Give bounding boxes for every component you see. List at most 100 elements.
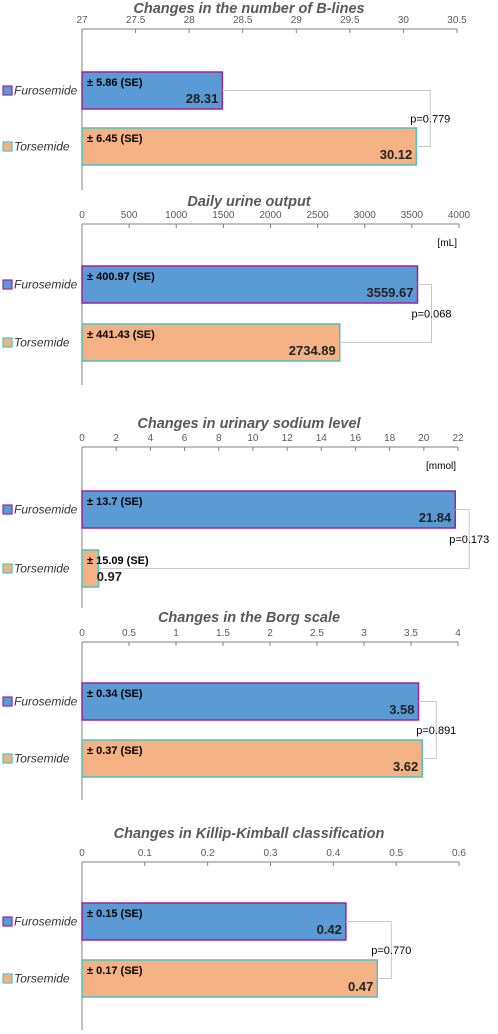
x-tick-label: 2500 (307, 210, 330, 221)
legend-marker (2, 141, 13, 152)
se-label: ± 441.43 (SE) (87, 329, 155, 341)
x-tick-label: 22 (452, 433, 464, 444)
bar (81, 127, 418, 166)
x-tick-label: 2 (113, 433, 119, 444)
significance-bracket (418, 701, 437, 759)
x-tick-label: 4000 (448, 210, 471, 221)
x-tick-label: 0 (79, 628, 85, 639)
x-tick-label: 30 (398, 15, 410, 26)
x-tick-label: 2 (267, 628, 273, 639)
x-tick-label: 27 (76, 15, 88, 26)
p-value-label: p=0.068 (411, 309, 451, 321)
significance-bracket (98, 509, 470, 569)
unit-label: [mL] (438, 238, 458, 249)
value-label: 21.84 (419, 510, 452, 525)
se-label: ± 0.37 (SE) (87, 745, 143, 757)
bar (81, 71, 224, 110)
significance-bracket (339, 284, 432, 343)
p-value-label: p=0.891 (416, 725, 456, 737)
legend-marker (2, 753, 13, 764)
x-tick-label: 3500 (401, 210, 424, 221)
category-label: Torsemide (14, 752, 70, 766)
p-value-label: p=0.173 (449, 534, 489, 546)
chart-title: Daily urine output (187, 194, 311, 210)
x-tick-label: 1000 (165, 210, 188, 221)
x-tick-label: 14 (316, 433, 328, 444)
legend-marker (2, 85, 13, 96)
x-tick-label: 29.5 (340, 15, 360, 26)
x-tick-label: 30.5 (447, 15, 467, 26)
category-label: Furosemide (14, 278, 78, 292)
x-tick-label: 27.5 (126, 15, 146, 26)
value-label: 2734.89 (289, 343, 336, 358)
x-tick-label: 1500 (212, 210, 235, 221)
chart-title: Changes in the number of B-lines (133, 1, 364, 17)
significance-bracket (222, 90, 431, 147)
x-tick-label: 0.5 (122, 628, 136, 639)
category-label: Furosemide (14, 915, 78, 929)
value-label: 0.97 (97, 569, 122, 584)
x-tick-label: 28.5 (233, 15, 253, 26)
x-tick-label: 8 (216, 433, 222, 444)
bar (81, 959, 379, 998)
se-label: ± 0.34 (SE) (87, 688, 143, 700)
x-tick-label: 4 (148, 433, 154, 444)
x-tick-label: 1 (173, 628, 179, 639)
x-tick-label: 6 (182, 433, 188, 444)
x-tick-label: 12 (282, 433, 294, 444)
chart-title: Changes in urinary sodium level (137, 416, 361, 432)
category-label: Torsemide (14, 562, 70, 576)
x-tick-label: 3000 (354, 210, 377, 221)
bar (81, 902, 347, 941)
unit-label: [mmol] (426, 461, 456, 472)
x-tick-label: 0 (79, 210, 85, 221)
x-tick-label: 0.2 (201, 848, 215, 859)
category-label: Torsemide (14, 972, 70, 986)
x-tick-label: 0.5 (389, 848, 403, 859)
category-label: Furosemide (14, 695, 78, 709)
se-label: ± 13.7 (SE) (87, 496, 143, 508)
significance-bracket (345, 921, 392, 979)
legend-marker (2, 504, 13, 515)
x-tick-label: 16 (350, 433, 362, 444)
x-tick-label: 18 (384, 433, 396, 444)
x-tick-label: 0.1 (138, 848, 152, 859)
x-tick-label: 20 (418, 433, 430, 444)
value-label: 3559.67 (366, 285, 413, 300)
x-tick-label: 0.3 (264, 848, 278, 859)
bar (81, 323, 341, 362)
x-tick-label: 0 (79, 848, 85, 859)
category-label: Furosemide (14, 503, 78, 517)
legend-marker (2, 337, 13, 348)
se-label: ± 6.45 (SE) (87, 133, 143, 145)
legend-marker (2, 973, 13, 984)
x-tick-label: 10 (247, 433, 259, 444)
x-tick-label: 500 (121, 210, 138, 221)
se-label: ± 0.15 (SE) (87, 908, 143, 920)
value-label: 0.42 (317, 922, 342, 937)
value-label: 28.31 (186, 91, 219, 106)
x-tick-label: 0.6 (452, 848, 466, 859)
bar (81, 265, 419, 304)
bar (81, 739, 424, 778)
x-tick-label: 0 (79, 433, 85, 444)
x-tick-label: 2.5 (310, 628, 324, 639)
category-label: Furosemide (14, 84, 78, 98)
value-label: 0.47 (348, 979, 373, 994)
x-tick-label: 1.5 (216, 628, 230, 639)
se-label: ± 5.86 (SE) (87, 77, 143, 89)
x-tick-label: 0.4 (326, 848, 340, 859)
legend-marker (2, 696, 13, 707)
x-tick-label: 29 (291, 15, 303, 26)
se-label: ± 15.09 (SE) (87, 555, 149, 567)
legend-marker (2, 916, 13, 927)
category-label: Torsemide (14, 140, 70, 154)
value-label: 30.12 (380, 147, 413, 162)
legend-marker (2, 279, 13, 290)
x-tick-label: 3.5 (404, 628, 418, 639)
value-label: 3.58 (389, 702, 414, 717)
bar (81, 490, 457, 529)
chart-title: Changes in Killip-Kimball classification (114, 826, 385, 842)
p-value-label: p=0.779 (410, 114, 450, 126)
